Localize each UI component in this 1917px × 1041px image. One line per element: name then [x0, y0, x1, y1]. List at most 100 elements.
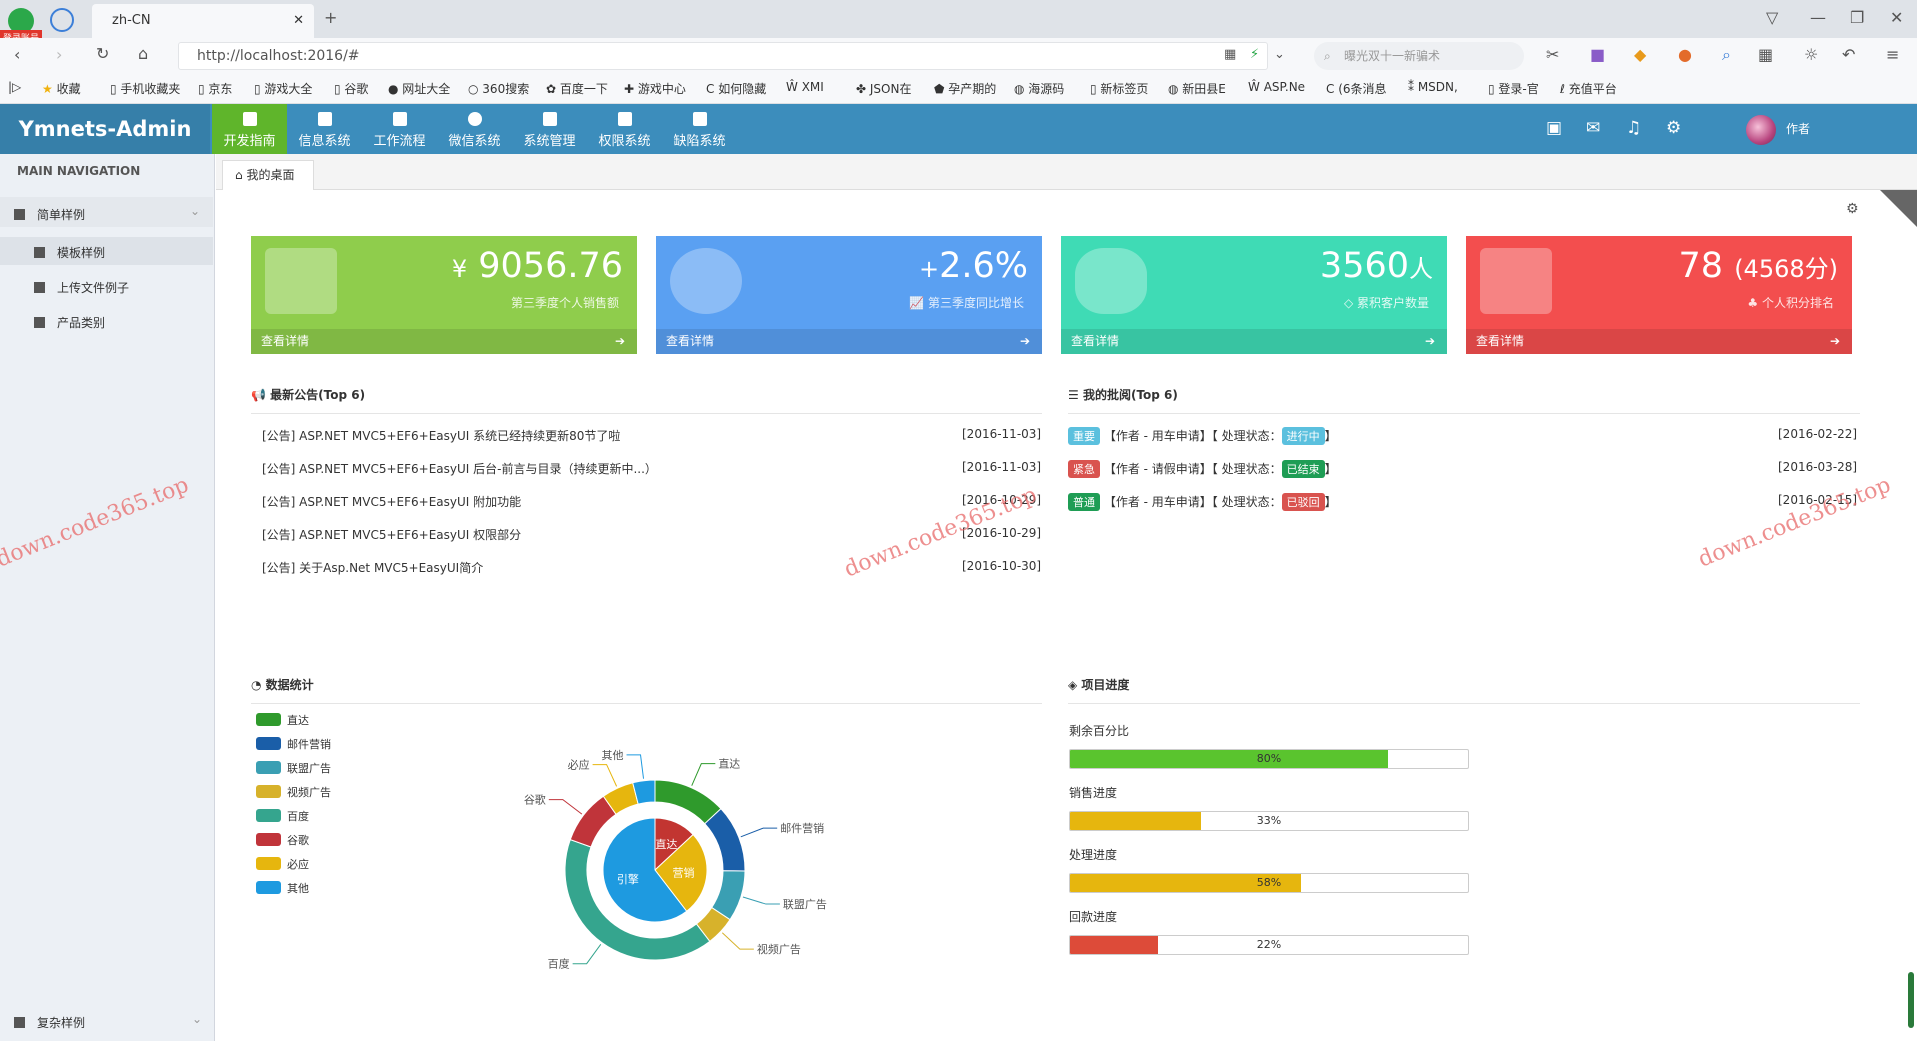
user-name[interactable]: 作者 [1786, 122, 1811, 136]
card-more-link[interactable]: 查看详情 ➔ [251, 329, 637, 354]
browser-tab[interactable]: zh-CN ✕ [92, 4, 314, 38]
new-tab-icon[interactable]: + [324, 8, 338, 27]
bookmark-18[interactable]: ⁑ MSDN, [1408, 80, 1458, 94]
home-icon[interactable]: ⌂ [138, 44, 149, 63]
close-tab-icon[interactable]: ✕ [293, 13, 304, 28]
outer-slice[interactable] [632, 779, 656, 805]
gamepad-icon[interactable]: ● [1678, 45, 1692, 64]
progress-fill [1070, 874, 1301, 892]
legend-item[interactable]: 视频广告 [256, 784, 331, 800]
bookmark-8[interactable]: ✚ 游戏中心 [624, 82, 686, 96]
bookmark-3[interactable]: ▯ 游戏大全 [254, 82, 313, 96]
brand-logo[interactable]: Ymnets-Admin [0, 104, 210, 154]
bookmark-7[interactable]: ✿ 百度一下 [546, 82, 608, 96]
approval-item[interactable]: 紧急 【作者 - 请假申请】【 处理状态： 已结束】 [1068, 460, 1337, 478]
scrollbar-thumb[interactable] [1908, 972, 1914, 1028]
legend-item[interactable]: 直达 [256, 712, 309, 728]
gear-icon[interactable]: ⚙ [1846, 201, 1859, 217]
legend-item[interactable]: 联盟广告 [256, 760, 331, 776]
announcement-item[interactable]: [公告] 关于Asp.Net MVC5+EasyUI简介 [262, 561, 484, 575]
back-icon[interactable]: ‹ [14, 45, 21, 64]
legend-item[interactable]: 邮件营销 [256, 736, 331, 752]
legend-item[interactable]: 百度 [256, 808, 309, 824]
bookmark-12[interactable]: ⬟ 孕产期的 [934, 82, 997, 96]
qr-icon[interactable]: ▦ [1224, 47, 1237, 62]
nav-defect[interactable]: 缺陷系统 [662, 104, 737, 154]
bookmark-4[interactable]: ▯ 谷歌 [334, 82, 369, 96]
navigate-icon[interactable] [50, 8, 74, 32]
bookmark-toggle-icon[interactable]: |▷ [8, 80, 22, 94]
lightning-icon[interactable]: ⚡ [1250, 47, 1260, 62]
bookmark-17[interactable]: C (6条消息 [1326, 82, 1387, 96]
settings-icon[interactable]: ⚙ [1666, 118, 1682, 138]
bookmark-2[interactable]: ▯ 京东 [198, 82, 233, 96]
undo-icon[interactable]: ↶ [1842, 45, 1856, 64]
announcement-item[interactable]: [公告] ASP.NET MVC5+EF6+EasyUI 权限部分 [262, 528, 522, 542]
sidebar-item-template[interactable]: 模板样例 [34, 244, 105, 261]
forward-icon[interactable]: › [56, 45, 63, 64]
bookmark-9[interactable]: C 如何隐藏 [706, 82, 767, 96]
inner-slice[interactable] [602, 817, 688, 923]
bookmark-6[interactable]: ○ 360搜索 [468, 82, 530, 96]
announcement-item[interactable]: [公告] ASP.NET MVC5+EF6+EasyUI 附加功能 [262, 495, 522, 509]
nav-dev-guide[interactable]: 开发指南 [212, 104, 287, 154]
bookmark-19[interactable]: ▯ 登录-官 [1488, 82, 1539, 96]
bookmark-1[interactable]: ▯ 手机收藏夹 [110, 82, 181, 96]
shirt-icon[interactable]: ▽ [1766, 8, 1779, 27]
shield-icon[interactable]: ◆ [1634, 45, 1647, 64]
bookmark-13[interactable]: ◍ 海源码 [1014, 82, 1065, 96]
close-window-icon[interactable]: ✕ [1890, 8, 1904, 27]
minimize-icon[interactable]: — [1810, 8, 1826, 27]
bookmark-16[interactable]: Ŵ ASP.Ne [1248, 80, 1306, 94]
fullscreen-corner-icon[interactable] [1880, 190, 1917, 227]
legend-item[interactable]: 其他 [256, 880, 309, 896]
restore-icon[interactable]: ❐ [1850, 8, 1865, 27]
nav-wechat[interactable]: 微信系统 [437, 104, 512, 154]
announcement-item[interactable]: [公告] ASP.NET MVC5+EF6+EasyUI 系统已经持续更新80节… [262, 429, 621, 443]
comments-icon[interactable]: ▣ [1546, 118, 1563, 138]
avatar[interactable] [1746, 115, 1776, 145]
announcement-item[interactable]: [公告] ASP.NET MVC5+EF6+EasyUI 后台-前言与目录（持续… [262, 462, 657, 476]
nav-system-manage[interactable]: 系统管理 [512, 104, 587, 154]
magnifier-icon[interactable]: ⌕ [1722, 45, 1731, 64]
nav-info-system[interactable]: 信息系统 [287, 104, 362, 154]
chevron-down-icon[interactable]: ⌄ [192, 1012, 203, 1026]
bookmark-14[interactable]: ▯ 新标签页 [1090, 82, 1149, 96]
scissors-icon[interactable]: ✂ [1546, 45, 1560, 64]
progress-text: 80% [1256, 752, 1282, 765]
card-more-link[interactable]: 查看详情 ➔ [656, 329, 1042, 354]
bookmark-11[interactable]: ✤ JSON在 [856, 82, 912, 96]
envelope-icon[interactable]: ✉ [1586, 118, 1601, 138]
outer-slice[interactable] [654, 779, 722, 825]
approval-item[interactable]: 重要 【作者 - 用车申请】【 处理状态： 进行中】 [1068, 427, 1337, 445]
outer-slice[interactable] [704, 807, 746, 872]
sidebar-item-upload[interactable]: 上传文件例子 [34, 279, 129, 296]
legend-item[interactable]: 必应 [256, 856, 309, 872]
sidebar-group-simple[interactable]: 简单样例 [14, 206, 85, 223]
bookmark-0[interactable]: ★ 收藏 [42, 82, 81, 96]
inner-slice[interactable] [654, 833, 708, 912]
bell-icon[interactable]: ♫ [1626, 118, 1642, 138]
approval-item[interactable]: 普通 【作者 - 用车申请】【 处理状态： 已驳回】 [1068, 493, 1337, 511]
bookmark-10[interactable]: Ŵ XMI [786, 80, 824, 94]
card-more-link[interactable]: 查看详情 ➔ [1466, 329, 1852, 354]
nav-permission[interactable]: 权限系统 [587, 104, 662, 154]
chevron-down-icon[interactable]: ⌄ [1274, 47, 1285, 62]
nav-workflow[interactable]: 工作流程 [362, 104, 437, 154]
chevron-down-icon[interactable]: ⌄ [190, 204, 201, 218]
brightness-icon[interactable]: ☼ [1804, 45, 1819, 64]
menu-icon[interactable]: ≡ [1886, 45, 1900, 64]
tab-home[interactable]: ⌂ 我的桌面 [222, 160, 314, 190]
translate-icon[interactable]: ■ [1590, 45, 1606, 64]
bookmark-5[interactable]: ● 网址大全 [388, 82, 451, 96]
url-input[interactable]: http://localhost:2016/# [178, 42, 1268, 70]
apps-icon[interactable]: ▦ [1758, 45, 1774, 64]
sidebar-footer-complex[interactable]: 复杂样例 [14, 1014, 85, 1031]
reload-icon[interactable]: ↻ [96, 44, 110, 63]
legend-item[interactable]: 谷歌 [256, 832, 309, 848]
bookmark-15[interactable]: ◍ 新田县E [1168, 82, 1226, 96]
browser-search-input[interactable]: ⌕ 曝光双十一新骗术 [1314, 42, 1524, 70]
bookmark-20[interactable]: ℓ 充值平台 [1560, 82, 1617, 96]
sidebar-item-product[interactable]: 产品类别 [34, 314, 105, 331]
card-more-link[interactable]: 查看详情 ➔ [1061, 329, 1447, 354]
